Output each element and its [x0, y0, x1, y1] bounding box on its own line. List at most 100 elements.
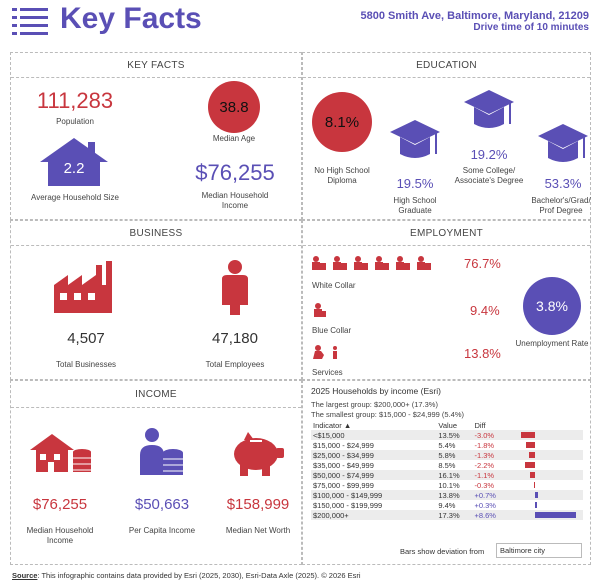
- deviation-label: Bars show deviation from: [400, 547, 485, 556]
- deviation-bar: [526, 442, 536, 448]
- source-note: Source: This infographic contains data p…: [12, 571, 361, 580]
- deviation-select[interactable]: Baltimore city: [496, 543, 582, 558]
- row-diff: -0.3%: [474, 480, 495, 490]
- net-worth-value: $158,999: [226, 496, 290, 513]
- row-indicator: $100,000 - $149,999: [311, 490, 437, 500]
- deviation-bar: [533, 482, 536, 488]
- no-hs-circle: 8.1%: [312, 92, 372, 152]
- table-row: <$15,000 13.5% -3.0%: [311, 430, 583, 440]
- row-value: 17.3%: [436, 510, 473, 520]
- col-value[interactable]: Value: [438, 420, 458, 430]
- row-deviation-cell: [517, 490, 583, 500]
- employees-label: Total Employees: [205, 360, 265, 369]
- piggy-bank-icon: [234, 432, 284, 476]
- row-deviation-cell: [517, 500, 583, 510]
- row-diff: +0.7%: [472, 490, 518, 500]
- col-diff[interactable]: Diff: [474, 420, 486, 430]
- house-icon: [40, 138, 108, 186]
- bachelor-value: 53.3%: [544, 176, 582, 191]
- largest-group: The largest group: $200,000+ (17.3%): [311, 400, 438, 409]
- businesses-value: 4,507: [67, 330, 105, 347]
- unemployment-label: Unemployment Rate: [515, 339, 589, 348]
- table-row: $35,000 - $49,999 8.5% -2.2%: [311, 460, 583, 470]
- row-diff: -2.2%: [474, 460, 495, 470]
- person-coins-icon: [140, 428, 183, 475]
- households-panel: [302, 380, 591, 565]
- row-value: 9.4%: [438, 500, 456, 510]
- blue-collar-value: 9.4%: [470, 303, 500, 318]
- row-value: 5.4%: [438, 440, 456, 450]
- key-facts-heading: KEY FACTS: [127, 60, 185, 71]
- businesses-label: Total Businesses: [55, 360, 117, 369]
- college-value: 19.2%: [470, 147, 508, 162]
- smallest-group: The smallest group: $15,000 - $24,999 (5…: [311, 410, 465, 419]
- deviation-bar: [529, 472, 536, 478]
- row-value: 5.8%: [436, 450, 473, 460]
- income-heading: INCOME: [135, 389, 177, 400]
- households-table: Indicator ▲ Value Diff <$15,000 13.5% -3.0…: [311, 420, 583, 520]
- table-row: $150,000 - $199,999 9.4% +0.3%: [311, 500, 583, 510]
- education-heading: EDUCATION: [416, 60, 477, 71]
- household-size-value: 2.2: [63, 160, 85, 177]
- deviation-bar: [535, 492, 539, 498]
- row-indicator: $25,000 - $34,999: [311, 450, 437, 460]
- row-indicator: $150,000 - $199,999: [313, 500, 383, 510]
- menu-lines-icon: [12, 6, 48, 36]
- drive-time: Drive time of 10 minutes: [473, 22, 589, 33]
- white-collar-icon: [333, 256, 347, 270]
- college-label: Some College/ Associate's Degree: [454, 166, 524, 185]
- row-diff: -1.8%: [474, 440, 495, 450]
- row-deviation-cell: [517, 470, 583, 480]
- table-row: $25,000 - $34,999 5.8% -1.3%: [311, 450, 583, 460]
- per-capita-label: Per Capita Income: [128, 526, 196, 535]
- deviation-bar: [535, 502, 537, 508]
- row-deviation-cell: [517, 480, 583, 490]
- white-collar-label: White Collar: [312, 281, 356, 290]
- median-income-label: Median Household Income: [201, 191, 269, 210]
- median-age-label: Median Age: [212, 134, 256, 143]
- white-collar-icon: [396, 256, 410, 270]
- row-deviation-cell: [517, 440, 583, 450]
- no-hs-value: 8.1%: [324, 113, 360, 131]
- services-value: 13.8%: [464, 346, 501, 361]
- page-title: Key Facts: [60, 2, 202, 35]
- business-panel: BUSINESS: [10, 220, 302, 380]
- blue-collar-icon: [314, 303, 326, 317]
- white-collar-icon: [417, 256, 431, 270]
- factory-icon: [54, 261, 112, 313]
- table-row: $100,000 - $149,999 13.8% +0.7%: [311, 490, 583, 500]
- hs-value: 19.5%: [396, 176, 434, 191]
- address-block: 5800 Smith Ave, Baltimore, Maryland, 212…: [361, 10, 589, 34]
- deviation-bar: [524, 462, 536, 468]
- business-heading: BUSINESS: [129, 228, 183, 239]
- employees-value: 47,180: [212, 330, 258, 347]
- median-age-circle: 38.8: [208, 81, 260, 133]
- no-hs-label: No High School Diploma: [314, 166, 370, 185]
- households-title: 2025 Households by income (Esri): [311, 386, 441, 396]
- row-diff: -3.0%: [472, 430, 518, 440]
- col-indicator[interactable]: Indicator ▲: [313, 420, 352, 430]
- white-collar-icon: [312, 256, 326, 270]
- house-coins-icon: [30, 434, 91, 472]
- employment-panel: EMPLOYMENT: [302, 220, 591, 380]
- population-value: 111,283: [36, 88, 114, 113]
- grad-cap-icon-hs: [390, 120, 440, 158]
- employment-heading: EMPLOYMENT: [409, 228, 483, 239]
- table-row: $200,000+ 17.3% +8.6%: [311, 510, 583, 520]
- median-income-value: $76,255: [195, 160, 275, 185]
- unemployment-circle: 3.8%: [523, 277, 581, 335]
- row-diff: -1.1%: [472, 470, 518, 480]
- education-panel: EDUCATION: [302, 52, 591, 220]
- row-diff: +0.3%: [474, 500, 496, 510]
- income-household-value: $76,255: [32, 496, 88, 513]
- white-collar-icons: [312, 256, 460, 270]
- row-indicator: $50,000 - $74,999: [311, 470, 437, 480]
- row-indicator: $15,000 - $24,999: [313, 440, 374, 450]
- row-indicator: $200,000+: [311, 510, 437, 520]
- row-value: 13.8%: [436, 490, 473, 500]
- per-capita-value: $50,663: [134, 496, 190, 513]
- population-label: Population: [56, 117, 94, 126]
- grad-cap-icon-college: [464, 90, 514, 128]
- services-icon: [313, 345, 337, 359]
- bachelor-label: Bachelor's/Grad/ Prof Degree: [531, 196, 591, 215]
